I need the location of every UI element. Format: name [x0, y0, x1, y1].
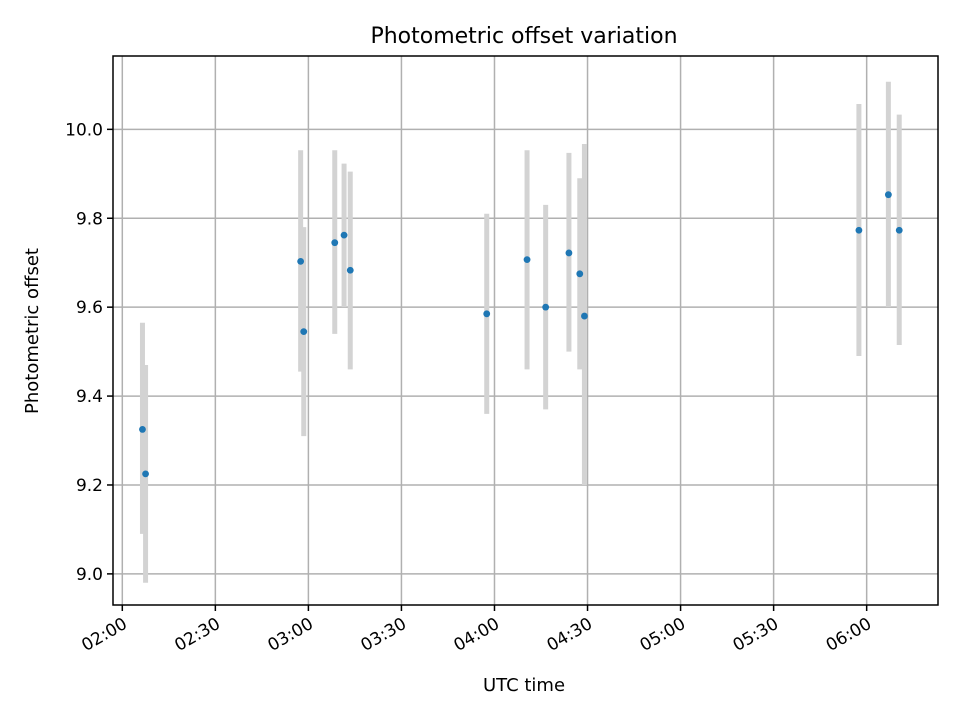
chart-title: Photometric offset variation — [370, 24, 677, 49]
data-point — [346, 266, 354, 274]
y-tick-label: 10.0 — [65, 120, 103, 140]
data-point — [139, 426, 146, 433]
x-tick-label: 02:00 — [78, 614, 130, 656]
x-tick-label: 04:00 — [451, 614, 503, 656]
data-point — [884, 191, 892, 199]
data-point — [565, 249, 573, 257]
x-tick-label: 04:30 — [544, 614, 596, 656]
data-point — [297, 257, 305, 265]
x-tick-label: 03:30 — [358, 614, 410, 656]
data-point — [895, 226, 903, 234]
x-tick-label: 03:00 — [264, 614, 316, 656]
y-tick-label: 9.8 — [76, 209, 103, 229]
data-point — [331, 239, 339, 247]
x-tick-label: 06:00 — [823, 614, 875, 656]
data-point — [855, 226, 863, 234]
y-axis: 9.0 9.2 9.4 9.6 9.8 10.0 — [65, 120, 113, 585]
data-points — [139, 191, 903, 478]
y-tick-label: 9.6 — [76, 298, 103, 318]
x-tick-label: 05:30 — [730, 614, 782, 656]
data-point — [340, 231, 348, 239]
data-point — [483, 310, 491, 318]
data-point — [142, 470, 149, 478]
y-tick-label: 9.2 — [76, 476, 103, 496]
x-axis-label: UTC time — [483, 675, 565, 696]
data-point — [523, 256, 531, 263]
data-point — [576, 270, 584, 278]
data-point — [300, 328, 308, 336]
y-tick-label: 9.0 — [76, 565, 103, 585]
data-point — [542, 303, 550, 311]
x-axis: 02:00 02:30 03:00 03:30 04:00 04:30 05:00 05:30… — [78, 605, 875, 656]
x-tick-label: 05:00 — [637, 614, 689, 656]
plot-frame — [112, 55, 939, 606]
error-bars — [139, 81, 902, 583]
y-tick-label: 9.4 — [76, 387, 103, 407]
x-tick-label: 02:30 — [171, 614, 223, 656]
y-axis-label: Photometric offset — [22, 248, 43, 414]
data-point — [581, 312, 588, 320]
